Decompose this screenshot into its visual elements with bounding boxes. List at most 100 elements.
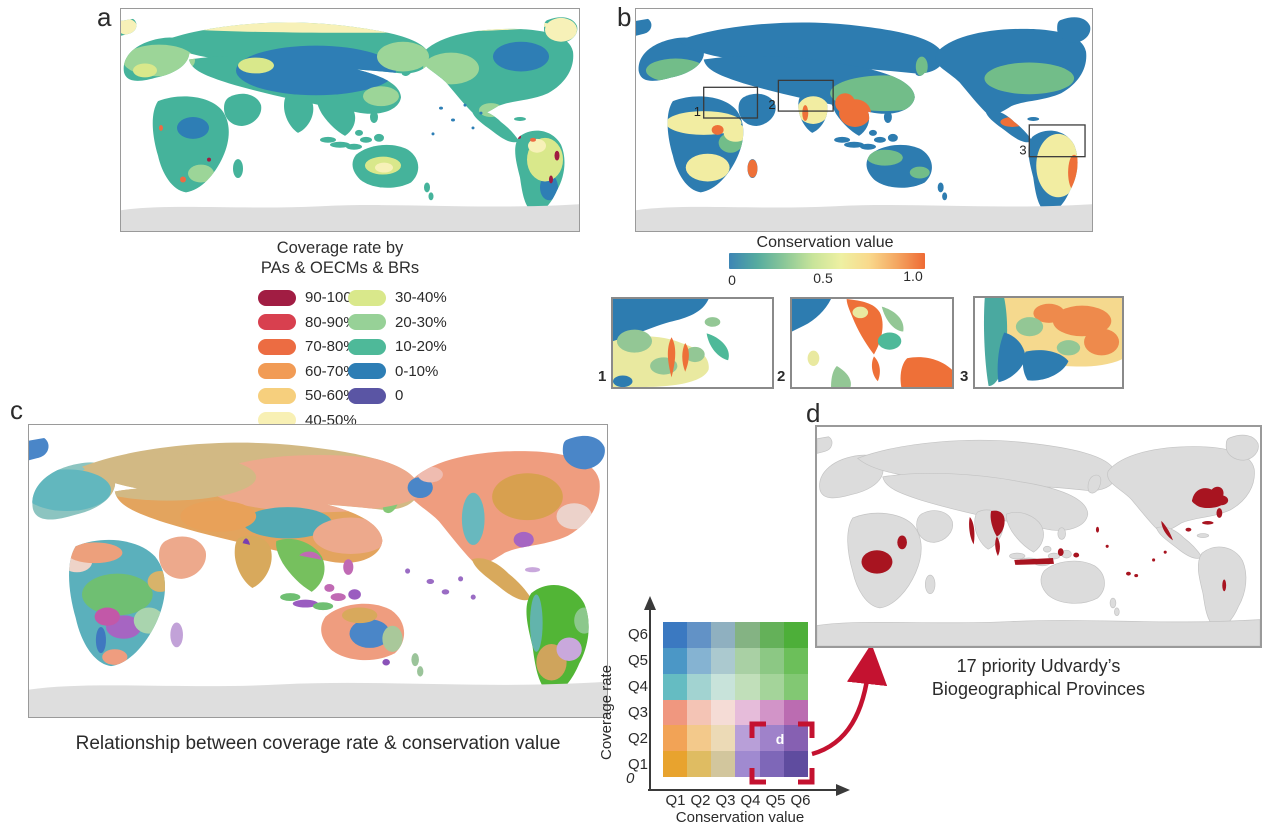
coverage-legend-column-2: 30-40% 20-30% 10-20% 0-10% 0 [348,285,447,432]
colorbar-tick-0: 0 [728,272,736,288]
bivariate-grid-cell [735,699,760,726]
panel-d-map [815,425,1262,648]
legend-item: 60-70% [258,359,357,384]
bivariate-grid-cell [735,647,760,674]
inset-2-art [792,299,952,387]
legend-item: 90-100% [258,285,365,310]
x-axis-arrowhead [836,784,850,796]
bivariate-grid-cell [663,622,688,648]
bivariate-grid-cell [687,699,712,726]
legend-label: 60-70% [305,362,357,380]
inset-3-number: 3 [960,368,969,385]
bivariate-world-map [29,435,607,717]
bivariate-x-ticks: Q1 Q2 Q3 Q4 Q5 Q6 [663,792,813,809]
bivariate-grid-cell [711,725,736,752]
coverage-legend-column-1: 90-100% 80-90% 70-80% 60-70% 50-60% 40-50% [255,285,365,432]
bivariate-grid-cell [711,751,736,777]
legend-swatch [348,387,386,404]
bivariate-x-tick: Q2 [690,792,711,809]
inset-map-2-southeast-asia [790,297,954,389]
legend-swatch [348,363,386,379]
colorbar-tick-05: 0.5 [813,270,833,286]
bivariate-grid-cell [735,673,760,700]
land-gray [817,434,1260,646]
legend-item: 10-20% [348,334,447,359]
legend-swatch [348,338,386,355]
legend-item: 0-10% [348,359,447,384]
legend-label: 50-60% [305,387,357,404]
bivariate-x-axis-label: Conservation value [675,809,805,826]
bivariate-grid-cell [783,699,808,726]
bivariate-grid-cell [687,647,712,674]
legend-item: 80-90% [258,310,357,335]
panel-d-label: d [806,398,821,428]
legend-label: 30-40% [395,289,447,306]
bivariate-grid-cell [759,673,784,700]
bivariate-grid-cell [759,622,784,648]
panel-b-label: b [617,2,632,32]
panel-c-label: c [10,395,23,425]
pacific-islands [431,103,483,136]
bivariate-grid-cell [687,725,712,752]
colorbar-gradient [729,253,925,269]
legend-item: 0 [348,383,447,408]
y-axis-arrowhead [644,596,656,610]
bivariate-grid [663,622,808,777]
bivariate-y-tick: Q2 [627,729,648,747]
bivariate-origin-label: 0 [626,770,635,787]
bivariate-y-ticks: Q6 Q5 Q4 Q3 Q2 Q1 [614,622,648,777]
panel-b-map: 1 2 3 [635,8,1093,232]
legend-label: 70-80% [305,338,357,355]
coverage-legend-title: Coverage rate by PAs & OECMs & BRs [260,239,420,278]
bivariate-grid-cell [759,699,784,726]
legend-swatch [348,289,386,306]
legend-label: 20-30% [395,313,447,331]
inset-map-3-south-america [973,296,1124,389]
bivariate-grid-cell [735,622,760,648]
bivariate-x-tick: Q3 [715,792,736,809]
priority-provinces [861,486,1229,592]
bivariate-grid-cell [735,751,760,777]
panel-d-caption: 17 priority Udvardy’s Biogeographical Pr… [931,656,1146,699]
priority-provinces-world-map [817,434,1260,646]
legend-swatch [258,387,296,404]
colorbar-tick-10: 1.0 [903,268,923,284]
coverage-legend: Coverage rate by PAs & OECMs & BRs 90-10… [255,238,470,432]
conservation-value-world-map: 1 2 3 [636,17,1092,231]
conservation-regions [645,56,1081,198]
inset-map-1-east-africa [611,297,774,389]
legend-label: 80-90% [305,313,357,331]
antarctica [29,681,607,717]
bivariate-grid-cell [663,673,688,700]
legend-swatch [348,314,386,330]
bivariate-x-tick: Q4 [740,792,761,809]
bivariate-grid-cell [783,647,808,674]
bivariate-y-tick: Q5 [627,652,648,670]
bivariate-grid-cell [687,673,712,700]
bivariate-grid-cell [711,673,736,700]
bivariate-y-tick: Q6 [627,626,648,644]
inset-2-number: 2 [777,368,786,385]
pacific-islands [405,568,476,600]
bivariate-grid-cell [663,699,688,726]
inset-1-art [613,299,729,387]
legend-label: 10-20% [395,338,447,355]
priority-arrow-path [811,643,888,757]
legend-item: 50-60% [258,383,357,408]
zoom-box-2-label: 2 [768,97,775,112]
panel-c-map [28,424,608,718]
bivariate-grid-cell [711,647,736,674]
bivariate-grid-cell [663,725,688,752]
zoom-box-3-label: 3 [1019,143,1026,158]
bivariate-x-tick: Q5 [765,792,786,809]
bivariate-grid-cell [759,751,784,777]
bivariate-y-tick: Q3 [627,703,648,721]
bivariate-y-tick: Q4 [627,678,648,696]
bivariate-grid-cell [687,751,712,777]
legend-item: 70-80% [258,334,357,359]
inset-3-art [983,298,1122,387]
legend-label: 0-10% [395,362,439,380]
zoom-boxes [703,79,1086,158]
bivariate-grid-cell [759,647,784,674]
